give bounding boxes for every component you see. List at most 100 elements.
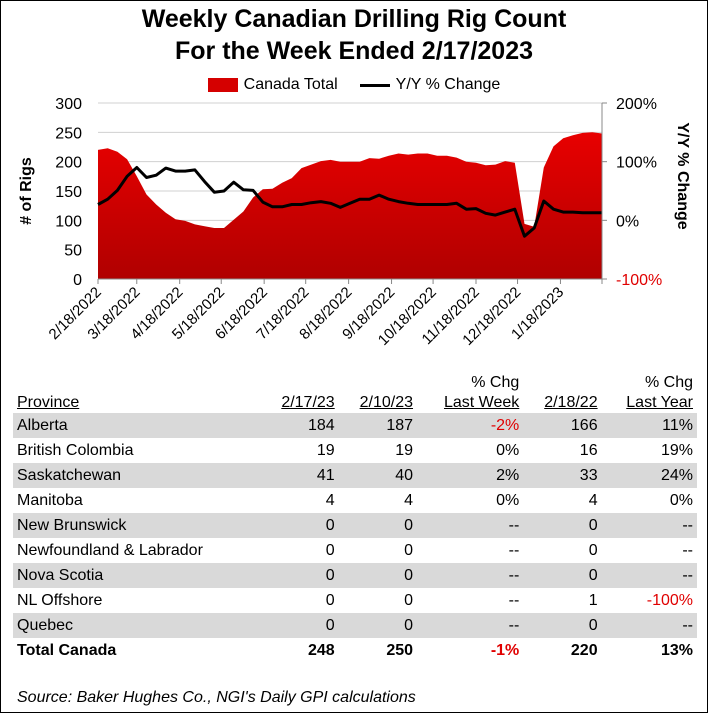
cell-c1: 184 <box>260 413 339 438</box>
y-axis-label: # of Rigs <box>18 157 35 225</box>
y-tick-label: 100 <box>55 213 82 230</box>
table-row: Nova Scotia 0 0 -- 0 -- <box>13 563 697 588</box>
y2-tick-label: 100% <box>616 155 657 172</box>
header-c1: 2/17/23 <box>281 394 335 411</box>
cell-c4: 0 <box>523 563 602 588</box>
header-c2: 2/10/23 <box>359 394 414 411</box>
table-row: New Brunswick 0 0 -- 0 -- <box>13 513 697 538</box>
chart-title-line2: For the Week Ended 2/17/2023 <box>174 37 534 65</box>
cell-c5: -- <box>601 513 697 538</box>
y2-tick-label: 200% <box>616 96 657 113</box>
cell-c5: 13% <box>660 641 693 659</box>
source-note: Source: Baker Hughes Co., NGI's Daily GP… <box>17 689 416 706</box>
cell-c5: -- <box>682 541 693 559</box>
cell-c1: 19 <box>316 441 335 459</box>
cell-province: British Colombia <box>17 441 134 459</box>
cell-c2: 0 <box>338 513 418 538</box>
cell-c2: 250 <box>386 641 414 659</box>
cell-c1: 41 <box>260 463 339 488</box>
cell-c2: 0 <box>404 591 414 609</box>
cell-c4: 16 <box>579 441 598 459</box>
header-c4: 2/18/22 <box>544 394 598 411</box>
y-tick-label: 300 <box>55 96 82 113</box>
cell-c1: 0 <box>260 613 339 638</box>
legend-label-line: Y/Y % Change <box>395 76 501 93</box>
area-series-canada-total <box>98 132 602 279</box>
legend-label-area: Canada Total <box>243 76 338 93</box>
cell-c5: -100% <box>646 591 693 609</box>
cell-c5: -- <box>601 563 697 588</box>
table-row: Saskatchewan 41 40 2% 33 24% <box>13 463 697 488</box>
header-c3: % Chg Last Week <box>443 374 520 411</box>
cell-c4: 0 <box>523 513 602 538</box>
table-total-row: Total Canada 248 250 -1% 220 13% <box>13 638 697 663</box>
y-tick-label: 250 <box>55 125 82 142</box>
header-c5: % Chg Last Year <box>626 374 693 411</box>
cell-c3: 0% <box>496 441 520 459</box>
cell-c3: -2% <box>417 413 524 438</box>
chart-title-line1: Weekly Canadian Drilling Rig Count <box>141 5 567 33</box>
cell-province: Manitoba <box>17 491 83 509</box>
cell-c4: 0 <box>523 613 602 638</box>
legend: Canada Total Y/Y % Change <box>1 76 707 94</box>
cell-c2: 0 <box>338 563 418 588</box>
table-row: Newfoundland & Labrador 0 0 -- 0 -- <box>13 538 697 563</box>
cell-province: New Brunswick <box>13 513 261 538</box>
cell-c5: 24% <box>601 463 697 488</box>
table-header-row: Province 2/17/23 2/10/23 % Chg Last Week … <box>13 373 697 413</box>
legend-item-line: Y/Y % Change <box>359 76 501 94</box>
cell-c2: 40 <box>338 463 418 488</box>
legend-swatch-line <box>359 83 390 87</box>
y-tick-label: 0 <box>73 272 82 289</box>
cell-c3: -- <box>508 541 520 559</box>
cell-c2: 0 <box>404 541 414 559</box>
cell-c4: 1 <box>588 591 598 609</box>
table-row: NL Offshore 0 0 -- 1 -100% <box>13 588 697 613</box>
rig-count-table: Province 2/17/23 2/10/23 % Chg Last Week … <box>13 373 697 663</box>
cell-c5: 0% <box>669 491 693 509</box>
cell-c3: -1% <box>490 641 520 659</box>
cell-province: Nova Scotia <box>13 563 261 588</box>
cell-c3: -- <box>417 513 524 538</box>
y2-tick-label: -100% <box>616 272 662 289</box>
cell-c1: 4 <box>325 491 335 509</box>
cell-c1: 0 <box>325 591 335 609</box>
cell-c5: 11% <box>601 413 697 438</box>
y-tick-label: 150 <box>55 184 82 201</box>
cell-c2: 19 <box>395 441 414 459</box>
cell-province: Quebec <box>13 613 261 638</box>
y2-axis-label: Y/Y % Change <box>674 122 691 229</box>
cell-c4: 0 <box>588 541 598 559</box>
legend-swatch-area <box>207 78 238 92</box>
cell-c4: 4 <box>588 491 598 509</box>
cell-province: Saskatchewan <box>13 463 261 488</box>
cell-province: Total Canada <box>17 641 117 659</box>
cell-c5: -- <box>601 613 697 638</box>
cell-c2: 0 <box>338 613 418 638</box>
cell-c2: 187 <box>338 413 418 438</box>
cell-province: Newfoundland & Labrador <box>17 541 203 559</box>
cell-province: Alberta <box>13 413 261 438</box>
cell-c1: 0 <box>260 563 339 588</box>
header-province: Province <box>17 394 80 411</box>
cell-c2: 4 <box>404 491 414 509</box>
table-row: Manitoba 4 4 0% 4 0% <box>13 488 697 513</box>
legend-item-area: Canada Total <box>207 76 338 94</box>
cell-c5: 19% <box>660 441 693 459</box>
cell-c4: 33 <box>523 463 602 488</box>
cell-c1: 0 <box>260 513 339 538</box>
table-row: Quebec 0 0 -- 0 -- <box>13 613 697 638</box>
cell-c3: -- <box>417 613 524 638</box>
y-tick-label: 200 <box>55 155 82 172</box>
cell-c4: 220 <box>570 641 598 659</box>
line-series-yy-change <box>97 166 602 238</box>
cell-c3: -- <box>508 591 520 609</box>
cell-c3: 2% <box>417 463 524 488</box>
cell-c4: 166 <box>523 413 602 438</box>
cell-c1: 248 <box>308 641 335 659</box>
cell-province: NL Offshore <box>17 591 103 609</box>
y2-tick-label: 0% <box>616 213 639 230</box>
y-tick-label: 50 <box>64 243 82 260</box>
table-row: British Colombia 19 19 0% 16 19% <box>13 438 697 463</box>
